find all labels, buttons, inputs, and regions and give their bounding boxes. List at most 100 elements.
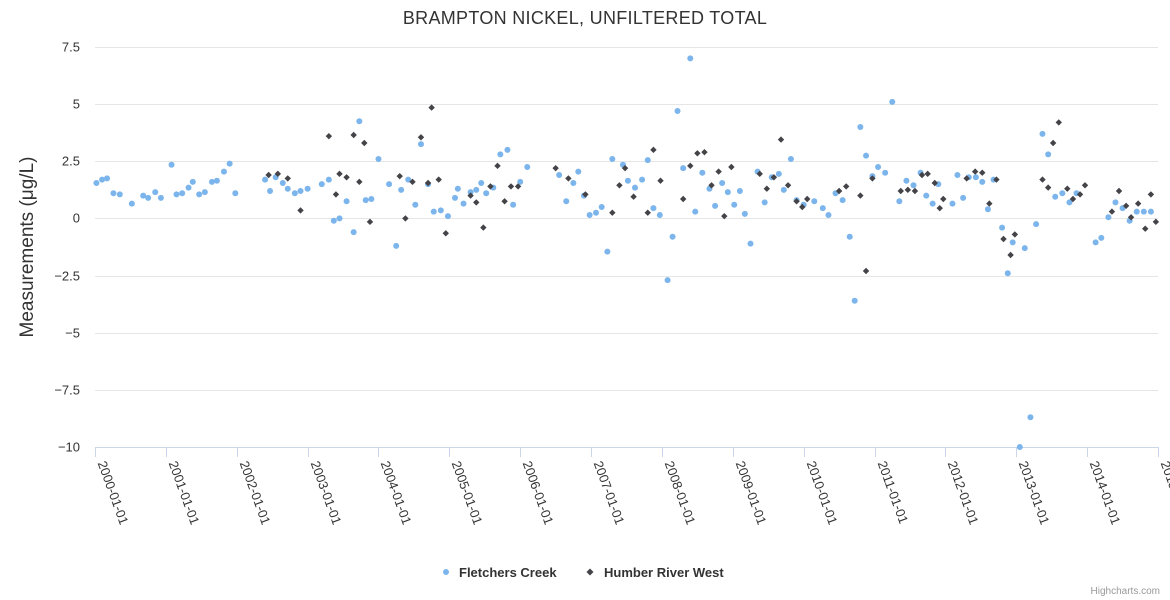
data-point[interactable] [1108, 208, 1116, 215]
data-point[interactable] [284, 185, 291, 192]
data-point[interactable] [715, 168, 722, 175]
data-point[interactable] [825, 212, 832, 218]
data-point[interactable] [279, 180, 286, 186]
data-point[interactable] [979, 178, 986, 185]
data-point[interactable] [116, 191, 123, 198]
data-point[interactable] [267, 188, 274, 194]
data-point[interactable] [784, 182, 792, 189]
data-point[interactable] [621, 164, 629, 172]
data-point[interactable] [412, 201, 419, 208]
data-point[interactable] [761, 199, 768, 206]
data-point[interactable] [842, 183, 850, 190]
data-point[interactable] [417, 134, 425, 141]
data-point[interactable] [467, 192, 474, 199]
data-point[interactable] [510, 201, 517, 208]
data-point[interactable] [173, 191, 180, 198]
data-point[interactable] [1105, 214, 1112, 221]
data-point[interactable] [480, 224, 487, 231]
data-point[interactable] [1134, 200, 1142, 207]
data-point[interactable] [756, 170, 763, 178]
data-point[interactable] [563, 198, 570, 205]
data-point[interactable] [963, 175, 970, 182]
data-point[interactable] [478, 180, 485, 186]
data-point[interactable] [624, 177, 631, 184]
data-point[interactable] [435, 176, 442, 183]
data-point[interactable] [297, 188, 304, 194]
data-point[interactable] [220, 168, 227, 175]
data-point[interactable] [960, 194, 967, 201]
data-point[interactable] [835, 187, 843, 195]
data-point[interactable] [1033, 221, 1040, 228]
data-point[interactable] [949, 200, 956, 207]
data-point[interactable] [889, 98, 896, 105]
data-point[interactable] [911, 187, 919, 195]
data-point[interactable] [724, 189, 731, 196]
data-point[interactable] [1009, 239, 1016, 246]
data-point[interactable] [780, 186, 787, 193]
data-point[interactable] [265, 171, 272, 179]
data-point[interactable] [632, 184, 639, 191]
data-point[interactable] [128, 200, 135, 207]
data-point[interactable] [1016, 444, 1023, 450]
data-point[interactable] [1027, 414, 1034, 421]
data-point[interactable] [336, 170, 343, 178]
data-point[interactable] [575, 168, 582, 175]
data-point[interactable] [168, 161, 175, 168]
data-point[interactable] [1147, 208, 1154, 215]
data-point[interactable] [396, 172, 403, 180]
data-point[interactable] [405, 176, 412, 183]
data-point[interactable] [692, 208, 699, 215]
data-point[interactable] [910, 182, 917, 189]
data-point[interactable] [680, 165, 687, 172]
data-point[interactable] [386, 181, 393, 188]
data-point[interactable] [609, 209, 616, 216]
data-point[interactable] [291, 190, 298, 197]
data-point[interactable] [857, 192, 864, 199]
data-point[interactable] [657, 177, 664, 184]
legend-item-fletchers-creek[interactable]: Fletchers Creek [443, 565, 557, 580]
data-point[interactable] [979, 169, 986, 176]
data-point[interactable] [507, 183, 515, 190]
data-point[interactable] [931, 179, 938, 187]
data-point[interactable] [593, 209, 600, 216]
data-point[interactable] [586, 212, 593, 218]
data-point[interactable] [903, 177, 910, 184]
data-point[interactable] [565, 175, 572, 182]
data-point[interactable] [297, 207, 304, 214]
data-point[interactable] [857, 124, 864, 130]
data-point[interactable] [741, 210, 748, 217]
data-point[interactable] [763, 185, 771, 192]
data-point[interactable] [940, 195, 947, 203]
data-point[interactable] [325, 132, 333, 140]
data-point[interactable] [473, 186, 480, 193]
data-point[interactable] [417, 141, 424, 148]
data-point[interactable] [152, 189, 159, 196]
data-point[interactable] [701, 148, 708, 156]
data-point[interactable] [777, 136, 785, 143]
data-point[interactable] [232, 190, 239, 197]
data-point[interactable] [428, 104, 435, 111]
data-point[interactable] [366, 218, 374, 226]
data-point[interactable] [918, 171, 926, 179]
data-point[interactable] [616, 182, 623, 189]
data-point[interactable] [145, 194, 152, 201]
data-point[interactable] [687, 162, 694, 170]
data-point[interactable] [1092, 239, 1099, 246]
data-point[interactable] [650, 146, 657, 154]
data-point[interactable] [1044, 184, 1052, 191]
data-point[interactable] [1076, 191, 1084, 198]
data-point[interactable] [644, 209, 651, 216]
data-point[interactable] [882, 169, 889, 176]
legend-item-humber-river-west[interactable]: Humber River West [586, 565, 725, 580]
data-point[interactable] [770, 174, 778, 181]
data-point[interactable] [993, 176, 1000, 183]
data-point[interactable] [1133, 208, 1140, 215]
data-point[interactable] [1039, 130, 1046, 137]
data-point[interactable] [687, 55, 694, 62]
data-point[interactable] [201, 189, 208, 196]
data-point[interactable] [708, 182, 715, 189]
data-point[interactable] [736, 188, 743, 194]
data-point[interactable] [460, 200, 467, 207]
data-point[interactable] [679, 195, 687, 203]
data-point[interactable] [728, 163, 735, 171]
